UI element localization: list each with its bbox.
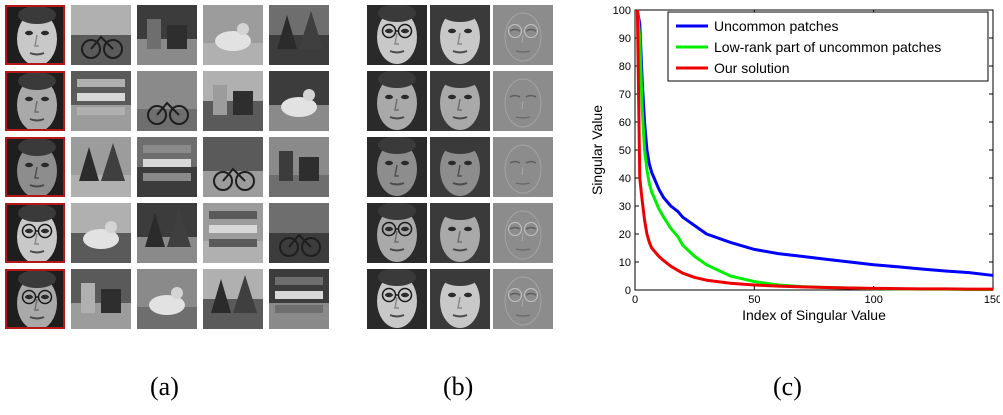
panel-b-image-grid xyxy=(367,5,557,330)
x-tick-label: 0 xyxy=(632,294,638,306)
query-face-image xyxy=(5,5,65,65)
query-face-image xyxy=(5,269,65,329)
legend-label: Our solution xyxy=(714,60,789,76)
caption-b: (b) xyxy=(443,372,474,401)
residual-face-image xyxy=(493,137,553,197)
legend-label: Low-rank part of uncommon patches xyxy=(714,39,941,55)
residual-face-image xyxy=(493,5,553,65)
y-tick-label: 20 xyxy=(619,229,631,241)
original-face-image xyxy=(367,71,427,131)
background-scene-image xyxy=(71,203,131,263)
residual-face-image xyxy=(493,203,553,263)
panel-c-chart: 0 10 20 30 40 50 60 70 80 90 100 0 50 100 150 Index of… xyxy=(588,0,1003,330)
y-axis-label: Singular Value xyxy=(589,105,605,195)
original-face-image xyxy=(367,269,427,329)
query-face-image xyxy=(5,71,65,131)
low-rank-face-image xyxy=(430,203,490,263)
y-tick-label: 50 xyxy=(619,145,631,157)
low-rank-face-image xyxy=(430,137,490,197)
background-scene-image xyxy=(203,71,263,131)
caption-c: (c) xyxy=(773,372,802,401)
original-face-image xyxy=(367,203,427,263)
y-tick-label: 100 xyxy=(613,5,631,17)
background-scene-image xyxy=(269,5,329,65)
chart-series xyxy=(635,9,994,291)
background-scene-image xyxy=(269,71,329,131)
legend-box xyxy=(667,11,989,82)
y-tick-label: 0 xyxy=(625,285,631,297)
background-scene-image xyxy=(137,137,197,197)
x-axis-label: Index of Singular Value xyxy=(742,307,886,323)
background-scene-image xyxy=(137,203,197,263)
query-face-image xyxy=(5,137,65,197)
background-scene-image xyxy=(137,71,197,131)
y-tick-label: 40 xyxy=(619,173,631,185)
singular-value-chart: 0 10 20 30 40 50 60 70 80 90 100 0 50 100 150 Index of… xyxy=(589,5,1003,323)
chart-legend: Uncommon patches Low-rank part of uncommo… xyxy=(667,11,989,82)
residual-face-image xyxy=(493,71,553,131)
background-scene-image xyxy=(137,5,197,65)
y-tick-label: 70 xyxy=(619,89,631,101)
background-scene-image xyxy=(203,269,263,329)
background-scene-image xyxy=(269,203,329,263)
y-tick-label: 60 xyxy=(619,117,631,129)
original-face-image xyxy=(367,5,427,65)
background-scene-image xyxy=(71,269,131,329)
background-scene-image xyxy=(269,137,329,197)
background-scene-image xyxy=(203,137,263,197)
series-line-1 xyxy=(635,9,994,277)
background-scene-image xyxy=(71,137,131,197)
background-scene-image xyxy=(71,71,131,131)
low-rank-face-image xyxy=(430,269,490,329)
caption-a: (a) xyxy=(150,372,179,401)
axis-ticks: 0 10 20 30 40 50 60 70 80 90 100 0 50 100 150 xyxy=(613,5,1003,306)
residual-face-image xyxy=(493,269,553,329)
background-scene-image xyxy=(71,5,131,65)
x-tick-label: 150 xyxy=(984,294,1000,306)
y-tick-label: 90 xyxy=(619,33,631,45)
query-face-image xyxy=(5,203,65,263)
y-tick-label: 10 xyxy=(619,257,631,269)
low-rank-face-image xyxy=(430,5,490,65)
low-rank-face-image xyxy=(430,71,490,131)
series-line-3 xyxy=(635,9,993,291)
legend-label: Uncommon patches xyxy=(714,18,839,34)
background-scene-image xyxy=(203,203,263,263)
background-scene-image xyxy=(137,269,197,329)
background-scene-image xyxy=(203,5,263,65)
original-face-image xyxy=(367,137,427,197)
x-tick-label: 50 xyxy=(748,294,760,306)
y-tick-label: 30 xyxy=(619,201,631,213)
panel-a-image-grid xyxy=(5,5,335,330)
x-tick-label: 100 xyxy=(864,294,882,306)
y-tick-label: 80 xyxy=(619,61,631,73)
background-scene-image xyxy=(269,269,329,329)
